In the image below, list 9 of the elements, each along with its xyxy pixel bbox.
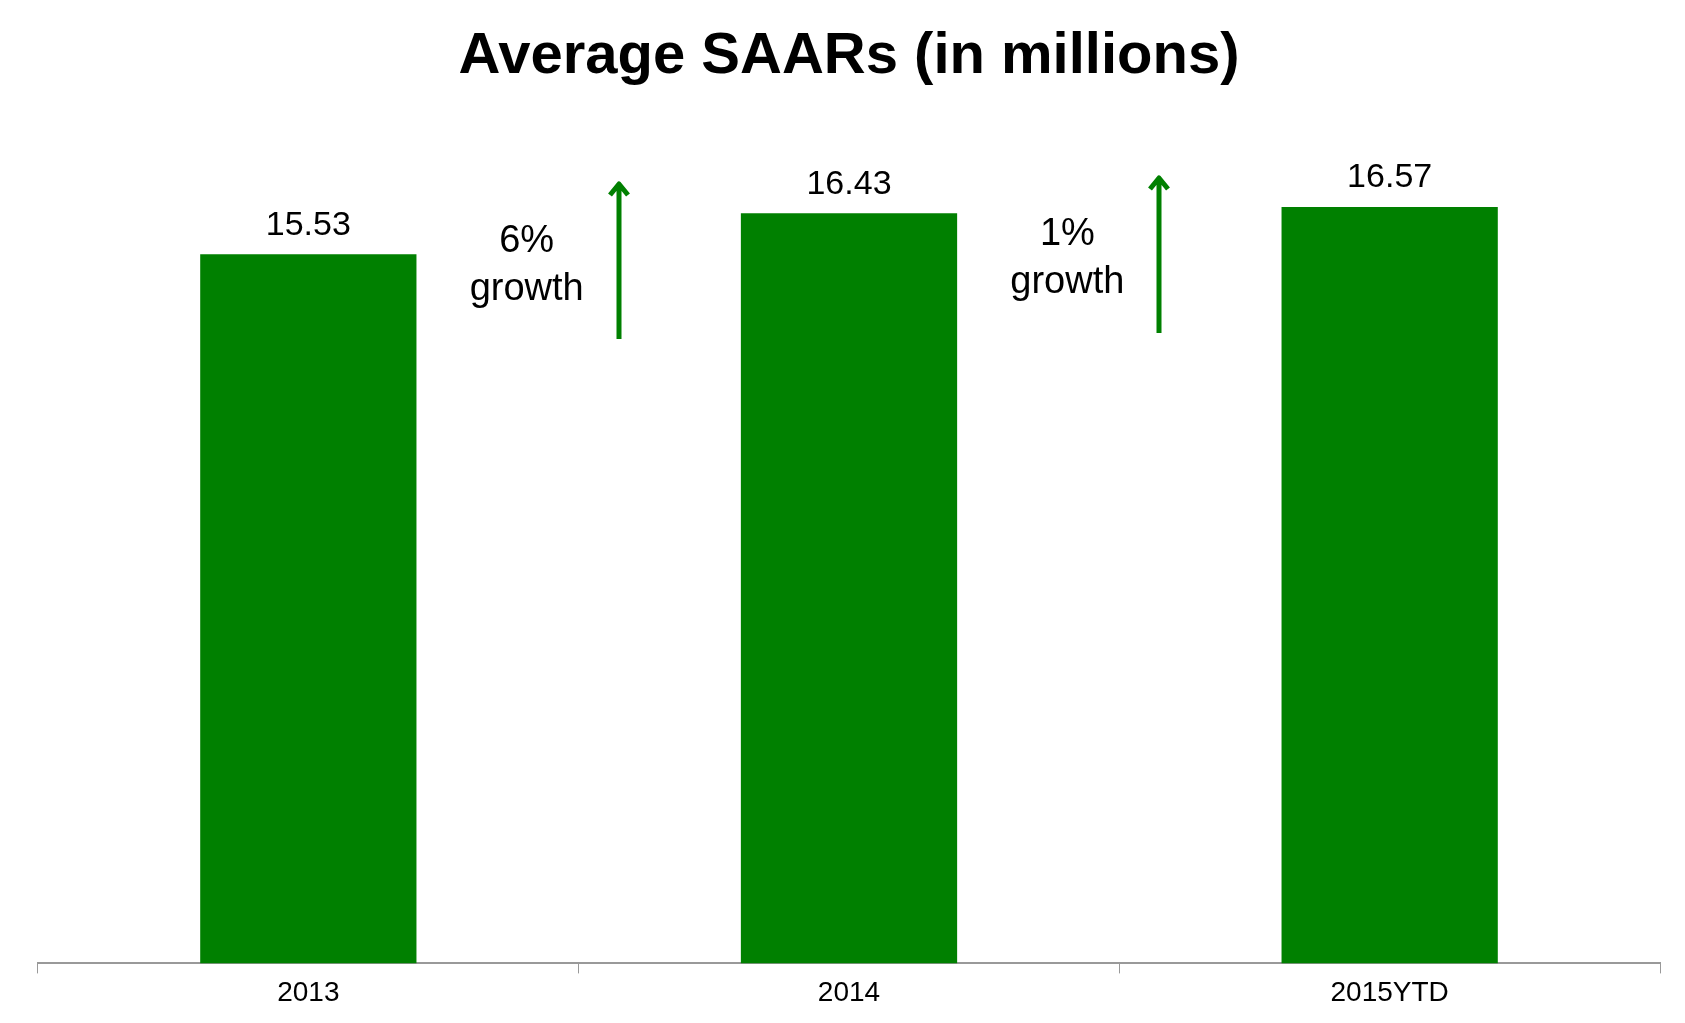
chart-title: Average SAARs (in millions) — [458, 19, 1240, 85]
x-tick-label: 2014 — [817, 975, 881, 1007]
x-tick-label: 2013 — [277, 975, 340, 1007]
annotation: 6% growth — [469, 217, 584, 308]
annotation: 1% growth — [1010, 211, 1125, 302]
data-label: 15.53 — [265, 203, 351, 242]
data-label: 16.43 — [806, 162, 892, 201]
x-tick-label: 2015YTD — [1330, 975, 1449, 1007]
data-label: 16.57 — [1347, 156, 1433, 195]
